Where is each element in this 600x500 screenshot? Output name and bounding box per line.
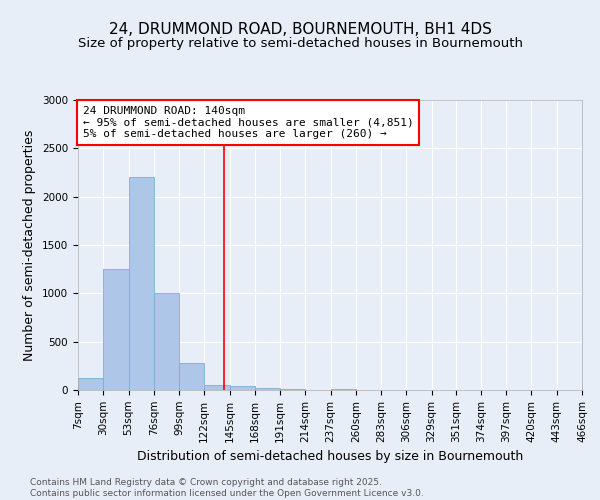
Bar	[128, 178, 154, 390]
Text: 24, DRUMMOND ROAD, BOURNEMOUTH, BH1 4DS: 24, DRUMMOND ROAD, BOURNEMOUTH, BH1 4DS	[109, 22, 491, 38]
Bar	[78, 378, 103, 390]
Text: Contains HM Land Registry data © Crown copyright and database right 2025.
Contai: Contains HM Land Registry data © Crown c…	[30, 478, 424, 498]
Text: Size of property relative to semi-detached houses in Bournemouth: Size of property relative to semi-detach…	[77, 38, 523, 51]
Bar	[103, 269, 128, 390]
Bar	[204, 385, 230, 390]
Text: 24 DRUMMOND ROAD: 140sqm
← 95% of semi-detached houses are smaller (4,851)
5% of: 24 DRUMMOND ROAD: 140sqm ← 95% of semi-d…	[83, 106, 414, 139]
Bar	[255, 388, 280, 390]
X-axis label: Distribution of semi-detached houses by size in Bournemouth: Distribution of semi-detached houses by …	[137, 450, 523, 463]
Bar	[154, 294, 179, 390]
Y-axis label: Number of semi-detached properties: Number of semi-detached properties	[23, 130, 37, 360]
Bar	[230, 386, 255, 390]
Bar	[331, 389, 356, 390]
Bar	[280, 389, 305, 390]
Bar	[179, 364, 204, 390]
